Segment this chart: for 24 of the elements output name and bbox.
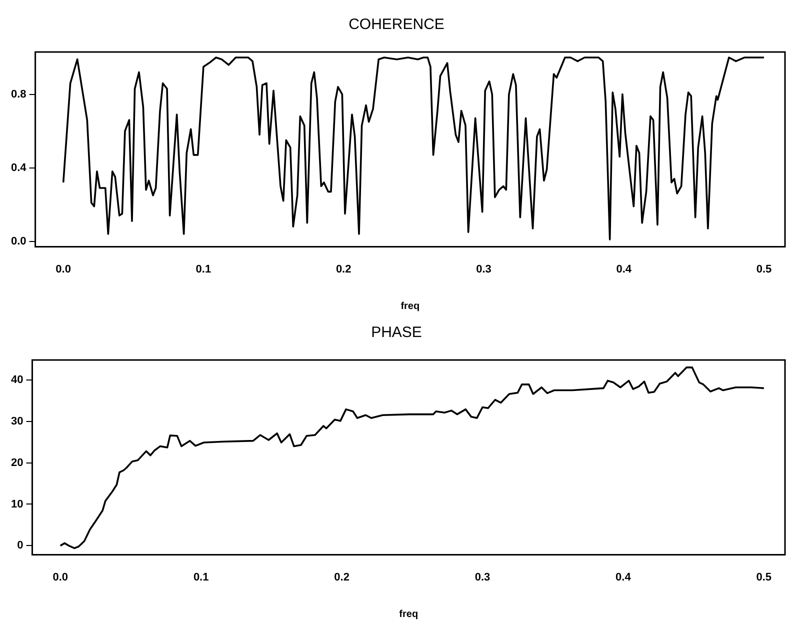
x-tick-label: 0.1 xyxy=(193,571,209,584)
x-tick-label: 0.4 xyxy=(616,571,632,584)
chart-title: PHASE xyxy=(371,324,422,342)
x-tick-label: 0.2 xyxy=(336,263,352,276)
chart-title: COHERENCE xyxy=(348,16,444,34)
y-tick-label: 10 xyxy=(10,498,24,510)
y-tick-label: 0.0 xyxy=(10,235,26,248)
x-tick-label: 0.3 xyxy=(474,571,490,584)
x-tick-label: 0.5 xyxy=(756,263,772,276)
x-axis-title: freq xyxy=(399,608,418,620)
y-tick-label: 0.4 xyxy=(10,162,28,174)
x-tick-label: 0.5 xyxy=(756,571,772,584)
y-tick-label: 0.8 xyxy=(10,88,26,100)
y-tick-label: 20 xyxy=(10,456,24,469)
x-tick-label: 0.0 xyxy=(56,263,71,276)
x-tick-label: 0.4 xyxy=(616,263,632,276)
x-tick-label: 0.2 xyxy=(334,571,350,584)
x-tick-label: 0.0 xyxy=(52,571,68,584)
y-tick-label: 30 xyxy=(10,415,24,428)
x-axis-title: freq xyxy=(400,300,420,312)
x-tick-label: 0.1 xyxy=(196,263,212,276)
x-tick-label: 0.3 xyxy=(476,263,492,276)
y-tick-label: 0 xyxy=(17,540,24,552)
y-tick-label: 40 xyxy=(10,374,24,386)
